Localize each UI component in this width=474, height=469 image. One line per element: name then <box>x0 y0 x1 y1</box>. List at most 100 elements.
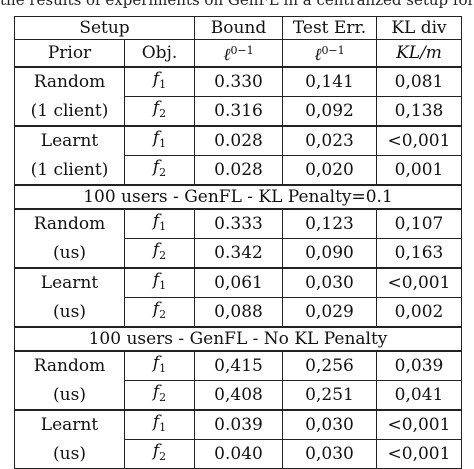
test-error-cell: 0,090 <box>282 238 377 269</box>
table-row: Random f1 0.333 0,123 0,107 <box>14 208 462 239</box>
prior-note-cell: (us) <box>14 238 125 269</box>
test-error-cell: 0,251 <box>282 380 377 411</box>
test-error-cell: 0,030 <box>282 439 377 469</box>
kl-cell: <0,001 <box>376 267 462 298</box>
objective-cell: f1 <box>124 66 195 97</box>
bound-cell: 0.342 <box>194 238 283 269</box>
prior-note-cell: (us) <box>14 297 125 328</box>
kl-cell: <0,001 <box>376 439 462 469</box>
results-table: Setup Bound Test Err. KL div Prior Obj. … <box>14 16 462 469</box>
bound-cell: 0.333 <box>194 208 283 239</box>
header-test-err: Test Err. <box>282 16 377 40</box>
header-kl-metric: KL/m <box>376 39 462 68</box>
bound-cell: 0.028 <box>194 125 283 156</box>
objective-symbol: f <box>152 211 160 231</box>
kl-cell: <0,001 <box>376 125 462 156</box>
table-row: (us) f2 0,408 0,251 0,041 <box>14 380 462 411</box>
bound-metric-symbol: ℓ <box>223 45 231 65</box>
objective-subscript: 2 <box>159 166 167 179</box>
prior-note-cell: (us) <box>14 380 125 411</box>
objective-subscript: 1 <box>159 362 167 375</box>
kl-cell: 0,039 <box>376 350 462 381</box>
objective-symbol: f <box>152 270 160 290</box>
objective-cell: f2 <box>124 238 195 269</box>
section-title: 100 users - GenFL - KL Penalty=0.1 <box>14 184 462 210</box>
objective-subscript: 2 <box>159 107 167 120</box>
objective-cell: f2 <box>124 155 195 186</box>
objective-cell: f1 <box>124 409 195 440</box>
test-error-cell: 0,020 <box>282 155 377 186</box>
kl-cell: 0,163 <box>376 238 462 269</box>
objective-cell: f1 <box>124 267 195 298</box>
objective-subscript: 2 <box>159 450 167 463</box>
kl-cell: 0,041 <box>376 380 462 411</box>
prior-cell: Random <box>14 66 125 97</box>
test-error-cell: 0,256 <box>282 350 377 381</box>
objective-symbol: f <box>152 412 160 432</box>
kl-cell: 0,138 <box>376 96 462 127</box>
kl-cell: 0,107 <box>376 208 462 239</box>
section-title-row: 100 users - GenFL - No KL Penalty <box>14 326 462 352</box>
header-test-metric: ℓ0−1 <box>282 39 377 68</box>
objective-subscript: 2 <box>159 249 167 262</box>
prior-note-cell: (1 client) <box>14 155 125 186</box>
prior-note-cell: (us) <box>14 439 125 469</box>
bound-cell: 0.040 <box>194 439 283 469</box>
table-row: (us) f2 0,088 0,029 0,002 <box>14 297 462 328</box>
prior-note-cell: (1 client) <box>14 96 125 127</box>
prior-cell: Random <box>14 208 125 239</box>
kl-cell: 0,002 <box>376 297 462 328</box>
objective-symbol: f <box>152 353 160 373</box>
header-row-2: Prior Obj. ℓ0−1 ℓ0−1 KL/m <box>14 39 462 68</box>
table-row: Random f1 0,415 0,256 0,039 <box>14 350 462 381</box>
prior-cell: Learnt <box>14 125 125 156</box>
bound-cell: 0.316 <box>194 96 283 127</box>
header-bound-metric: ℓ0−1 <box>194 39 283 68</box>
objective-subscript: 1 <box>159 78 167 91</box>
table-body: Random f1 0.330 0,141 0,081 (1 client) f2 0.316… <box>14 66 462 469</box>
table-row: Learnt f1 0.028 0,023 <0,001 <box>14 125 462 156</box>
objective-subscript: 1 <box>159 220 167 233</box>
bound-cell: 0,408 <box>194 380 283 411</box>
table-caption: the results of experiments on GenFL in a… <box>0 0 474 9</box>
objective-cell: f1 <box>124 125 195 156</box>
objective-subscript: 2 <box>159 391 167 404</box>
prior-cell: Learnt <box>14 409 125 440</box>
objective-symbol: f <box>152 98 160 118</box>
header-bound: Bound <box>194 16 283 40</box>
objective-subscript: 1 <box>159 421 167 434</box>
table-row: Random f1 0.330 0,141 0,081 <box>14 66 462 97</box>
objective-cell: f2 <box>124 380 195 411</box>
test-error-cell: 0,029 <box>282 297 377 328</box>
objective-cell: f2 <box>124 96 195 127</box>
objective-subscript: 2 <box>159 308 167 321</box>
objective-symbol: f <box>152 240 160 260</box>
test-metric-symbol: ℓ <box>314 45 322 65</box>
test-error-cell: 0,030 <box>282 409 377 440</box>
bound-cell: 0,061 <box>194 267 283 298</box>
objective-symbol: f <box>152 69 160 89</box>
objective-cell: f1 <box>124 350 195 381</box>
objective-subscript: 1 <box>159 279 167 292</box>
table-row: (1 client) f2 0.316 0,092 0,138 <box>14 96 462 127</box>
section-title: 100 users - GenFL - No KL Penalty <box>14 326 462 352</box>
bound-cell: 0.039 <box>194 409 283 440</box>
table-row: Learnt f1 0,061 0,030 <0,001 <box>14 267 462 298</box>
bound-metric-superscript: 0−1 <box>230 44 254 57</box>
objective-cell: f2 <box>124 297 195 328</box>
test-metric-superscript: 0−1 <box>321 44 345 57</box>
header-setup: Setup <box>14 16 195 40</box>
test-error-cell: 0,092 <box>282 96 377 127</box>
objective-cell: f1 <box>124 208 195 239</box>
section-title-row: 100 users - GenFL - KL Penalty=0.1 <box>14 184 462 210</box>
table-row: (us) f2 0.342 0,090 0,163 <box>14 238 462 269</box>
bound-cell: 0,088 <box>194 297 283 328</box>
table-row: (1 client) f2 0.028 0,020 0,001 <box>14 155 462 186</box>
bound-cell: 0.028 <box>194 155 283 186</box>
objective-symbol: f <box>152 382 160 402</box>
objective-subscript: 1 <box>159 137 167 150</box>
kl-cell: <0,001 <box>376 409 462 440</box>
table-row: (us) f2 0.040 0,030 <0,001 <box>14 439 462 469</box>
header-row-1: Setup Bound Test Err. KL div <box>14 16 462 40</box>
kl-cell: 0,081 <box>376 66 462 97</box>
